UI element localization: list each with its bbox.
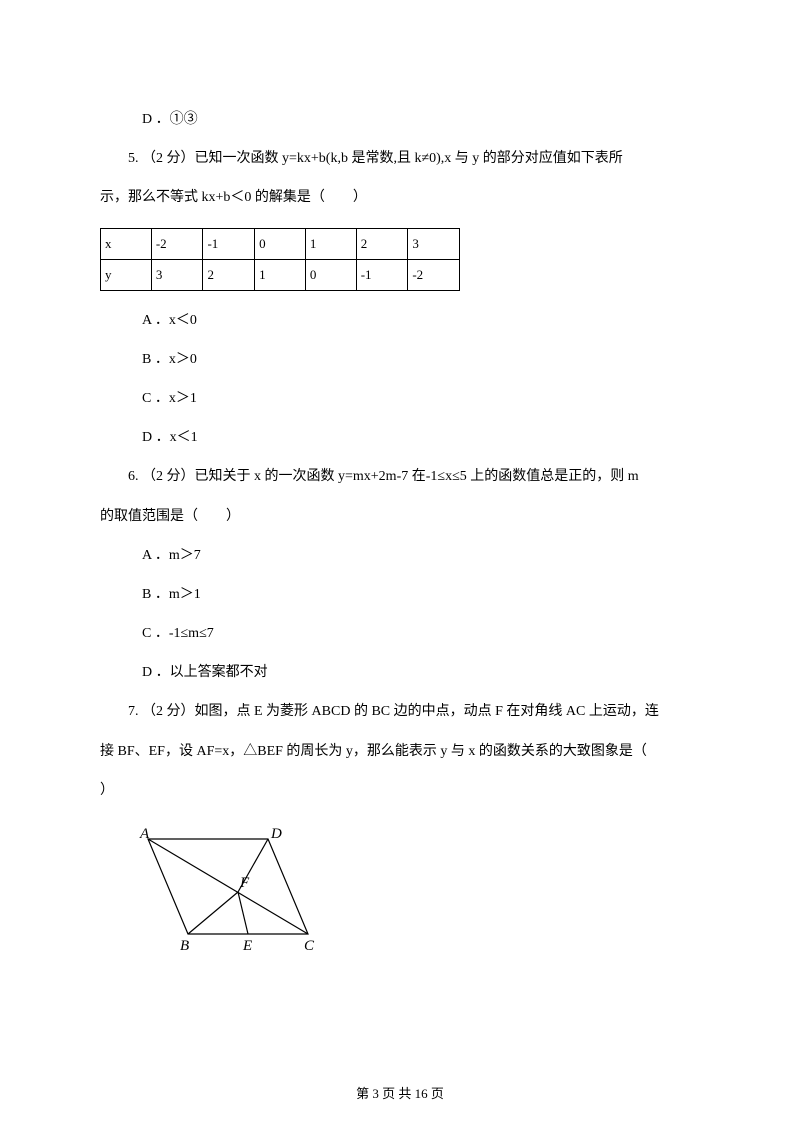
q4-option-d: D ．①③ <box>100 100 700 139</box>
q6-option-a: A ．m＞7 <box>100 536 700 575</box>
table-row: x -2 -1 0 1 2 3 <box>101 228 460 259</box>
q6-option-d: D ．以上答案都不对 <box>100 653 700 692</box>
table-cell: 2 <box>203 259 255 290</box>
q7-stem-line3: ） <box>100 771 700 810</box>
table-cell: -2 <box>408 259 460 290</box>
q5-option-a: A ．x＜0 <box>100 301 700 340</box>
table-cell: 3 <box>408 228 460 259</box>
segment-ef <box>238 892 248 934</box>
table-cell: 1 <box>305 228 356 259</box>
q7-stem-line2: 接 BF、EF，设 AF=x，△BEF 的周长为 y，那么能表示 y 与 x 的… <box>100 732 700 771</box>
table-cell: x <box>101 228 152 259</box>
label-c: C <box>304 938 315 954</box>
q5-option-c: C ．x＞1 <box>100 379 700 418</box>
q5-table: x -2 -1 0 1 2 3 y 3 2 1 0 -1 -2 <box>100 228 460 291</box>
q6-stem-line1: 6. （2 分）已知关于 x 的一次函数 y=mx+2m-7 在-1≤x≤5 上… <box>100 457 700 496</box>
diagonal-ac <box>148 839 308 934</box>
table-cell: -1 <box>356 259 408 290</box>
table-cell: -2 <box>151 228 203 259</box>
rhombus-diagram: A D B C E F <box>128 824 348 954</box>
label-d: D <box>270 826 282 842</box>
q5-stem-line2: 示，那么不等式 kx+b＜0 的解集是（ ） <box>100 178 700 217</box>
q6-stem-line2: 的取值范围是（ ） <box>100 497 700 536</box>
q5-stem-line1: 5. （2 分）已知一次函数 y=kx+b(k,b 是常数,且 k≠0),x 与… <box>100 139 700 178</box>
table-cell: 1 <box>255 259 306 290</box>
label-f: F <box>239 875 250 891</box>
table-row: y 3 2 1 0 -1 -2 <box>101 259 460 290</box>
page-footer: 第 3 页 共 16 页 <box>0 1083 800 1102</box>
q5-option-d: D ．x＜1 <box>100 418 700 457</box>
segment-bf <box>188 892 238 934</box>
table-cell: 3 <box>151 259 203 290</box>
label-e: E <box>242 938 252 954</box>
table-cell: 0 <box>255 228 306 259</box>
q6-option-c: C ．-1≤m≤7 <box>100 614 700 653</box>
table-cell: 0 <box>305 259 356 290</box>
table-cell: -1 <box>203 228 255 259</box>
table-cell: y <box>101 259 152 290</box>
table-cell: 2 <box>356 228 408 259</box>
label-a: A <box>139 826 150 842</box>
page: D ．①③ 5. （2 分）已知一次函数 y=kx+b(k,b 是常数,且 k≠… <box>0 0 800 1132</box>
q6-option-b: B ．m＞1 <box>100 575 700 614</box>
label-b: B <box>180 938 189 954</box>
q5-option-b: B ．x＞0 <box>100 340 700 379</box>
q7-stem-line1: 7. （2 分）如图，点 E 为菱形 ABCD 的 BC 边的中点，动点 F 在… <box>100 692 700 731</box>
